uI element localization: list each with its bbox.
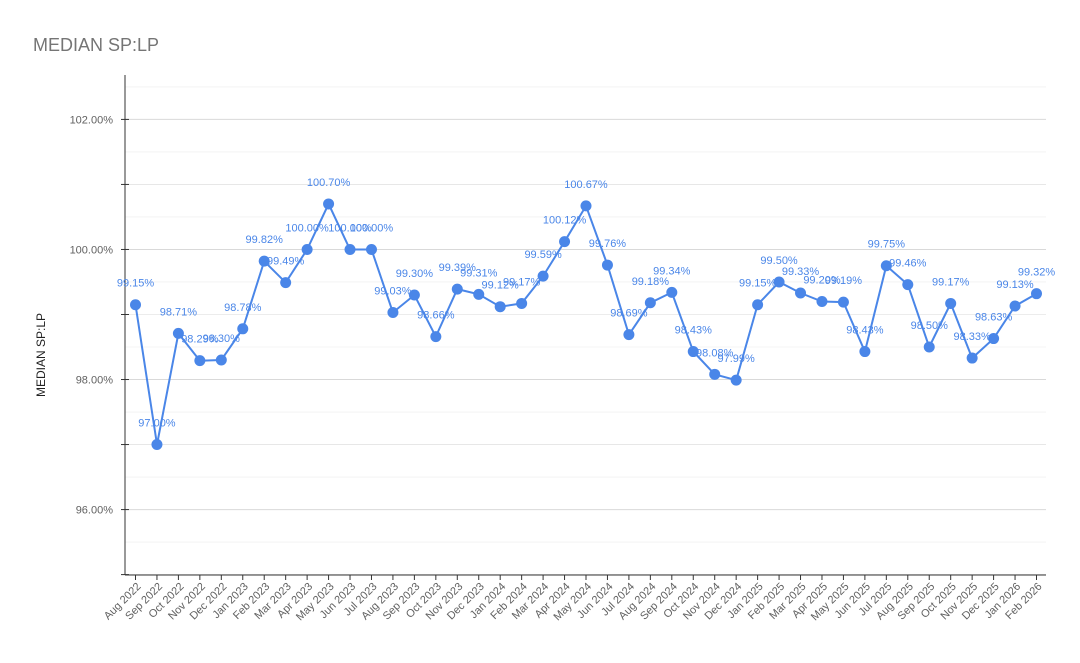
data-point — [1009, 300, 1021, 312]
data-label: 100.70% — [307, 177, 351, 189]
data-point — [709, 368, 721, 380]
data-point — [923, 341, 935, 353]
data-label: 100.00% — [285, 222, 329, 234]
data-point — [408, 289, 420, 301]
data-label: 99.82% — [246, 234, 284, 246]
data-label: 98.71% — [160, 306, 198, 318]
data-point — [880, 260, 892, 272]
data-label: 99.33% — [782, 266, 820, 278]
data-label: 99.39% — [439, 262, 477, 274]
y-tick-label: 102.00% — [70, 114, 114, 126]
data-label: 99.15% — [739, 278, 777, 290]
data-label: 100.00% — [328, 222, 372, 234]
y-axis-label: MEDIAN SP:LP — [34, 313, 48, 397]
data-point — [966, 352, 978, 364]
data-point — [387, 307, 399, 319]
data-label: 98.43% — [675, 325, 713, 337]
data-point — [237, 323, 249, 335]
data-label: 100.00% — [350, 222, 394, 234]
data-label: 99.76% — [589, 238, 627, 250]
data-label: 99.59% — [524, 249, 562, 261]
data-label: 99.46% — [889, 258, 927, 270]
data-label: 98.69% — [610, 308, 648, 320]
data-point — [151, 439, 163, 451]
data-point — [623, 329, 635, 341]
y-tick-label: 96.00% — [76, 505, 114, 517]
data-label: 97.00% — [138, 418, 176, 430]
data-label: 98.66% — [417, 310, 455, 322]
data-label: 98.78% — [224, 302, 262, 314]
data-point — [215, 354, 227, 366]
data-label: 100.67% — [564, 179, 608, 191]
data-point — [730, 374, 742, 386]
data-point — [644, 297, 656, 309]
data-point — [580, 200, 592, 212]
data-label: 99.32% — [1018, 267, 1056, 279]
data-point — [837, 296, 849, 308]
data-label: 98.63% — [975, 312, 1013, 324]
data-label: 98.29% — [181, 334, 219, 346]
data-label: 99.18% — [632, 276, 670, 288]
data-points — [130, 198, 1042, 451]
data-label: 99.03% — [374, 286, 412, 298]
data-label: 98.08% — [696, 347, 734, 359]
data-label: 99.30% — [396, 268, 434, 280]
data-point — [344, 243, 356, 255]
data-point — [301, 243, 313, 255]
data-point — [559, 236, 571, 248]
data-point — [172, 327, 184, 339]
data-label: 99.17% — [503, 276, 541, 288]
data-point — [666, 286, 678, 298]
data-point — [773, 276, 785, 288]
data-label: 99.20% — [803, 274, 841, 286]
data-point — [945, 297, 957, 309]
data-point — [902, 279, 914, 291]
y-tick-label: 98.00% — [76, 375, 114, 387]
data-label: 99.50% — [760, 255, 798, 267]
data-point — [601, 259, 613, 271]
data-label: 98.30% — [203, 333, 241, 345]
data-label: 99.15% — [117, 278, 155, 290]
data-point — [859, 346, 871, 358]
data-point — [816, 295, 828, 307]
data-point — [258, 255, 270, 267]
data-point — [537, 270, 549, 282]
data-label: 98.33% — [953, 331, 991, 343]
data-point — [494, 301, 506, 313]
chart-title: MEDIAN SP:LP — [33, 35, 160, 55]
data-point — [323, 198, 335, 210]
data-point — [516, 297, 528, 309]
data-point — [795, 287, 807, 299]
data-point — [280, 277, 292, 289]
data-point — [687, 346, 699, 358]
data-point — [473, 288, 485, 300]
axes — [121, 75, 1046, 580]
data-label: 100.12% — [543, 215, 587, 227]
data-point — [752, 299, 764, 311]
data-point — [194, 355, 206, 367]
data-labels: 99.15% 97.00% 98.71% 98.29%98.30% 98.78% 99.8… — [117, 177, 1056, 430]
data-label: 98.50% — [911, 320, 949, 332]
data-label: 97.99% — [718, 353, 756, 365]
y-tick-label: 100.00% — [70, 244, 114, 256]
data-label: 98.43% — [846, 325, 884, 337]
data-label: 99.17% — [932, 276, 970, 288]
data-point — [365, 243, 377, 255]
data-point — [988, 333, 1000, 345]
data-label: 99.49% — [267, 256, 305, 268]
data-point — [430, 331, 442, 343]
gridlines — [125, 86, 1046, 575]
data-label: 99.34% — [653, 265, 691, 277]
y-tick-labels: 96.00% 98.00% 100.00% 102.00% — [70, 114, 114, 516]
data-point — [130, 299, 141, 311]
data-point — [1031, 288, 1042, 300]
data-point — [451, 283, 463, 295]
data-label: 99.31% — [460, 267, 498, 279]
data-label: 99.75% — [868, 239, 906, 251]
data-label: 99.13% — [996, 279, 1034, 291]
data-label: 99.12% — [482, 280, 520, 292]
data-label: 99.19% — [825, 275, 863, 287]
